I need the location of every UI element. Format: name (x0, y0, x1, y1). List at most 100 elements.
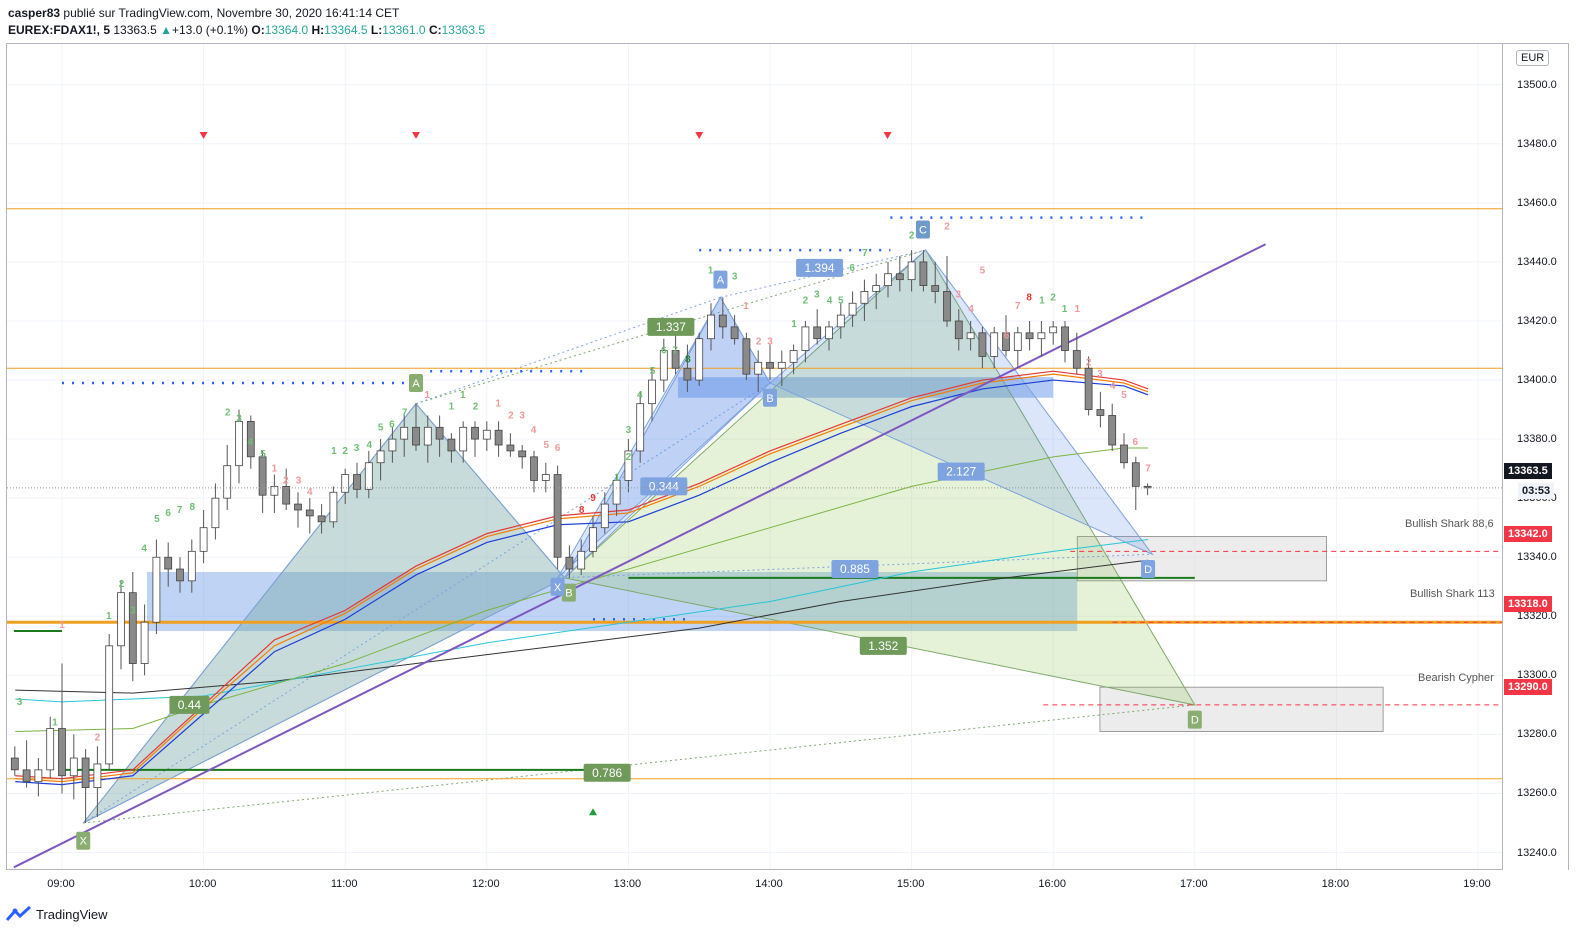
ratio-label: 1.337 (656, 320, 686, 334)
candle-body (494, 429, 503, 446)
td-count-label: 7 (672, 345, 678, 356)
tradingview-logo[interactable]: TradingView (6, 906, 108, 922)
td-count-label: 1 (1039, 295, 1045, 306)
td-count-label: 1 (460, 390, 466, 401)
candle-body (612, 480, 621, 505)
pattern-point-box (76, 831, 91, 850)
td-count-label: 3 (626, 425, 632, 436)
td-count-label: 4 (531, 425, 537, 436)
td-count-label: 1 (272, 464, 278, 475)
time-axis[interactable]: 09:00 10:00 11:00 12:00 13:00 14:00 15:00 16:00… (6, 870, 1569, 898)
td-count-label: 2 (756, 337, 762, 348)
candle-body (1037, 332, 1046, 340)
candle-body (223, 465, 232, 499)
sell-signal-triangle (412, 132, 420, 139)
symbol-name[interactable]: EUREX:FDAX1!, 5 (8, 23, 111, 37)
candle-body (695, 338, 704, 381)
td-count-label: 6 (165, 508, 171, 519)
candle-body (400, 426, 409, 440)
candle-body (10, 757, 19, 771)
td-count-label: 4 (366, 440, 372, 451)
time-tick-label: 17:00 (1180, 878, 1208, 890)
publish-text: publié sur TradingView.com, Novembre 30,… (63, 6, 400, 20)
price-tick-label: 13500.0 (1517, 78, 1557, 91)
td-count-label: 1 (1062, 304, 1068, 315)
ratio-label: 0.44 (178, 698, 202, 712)
td-count-label: 2 (119, 579, 125, 590)
price-tick-label: 13420.0 (1517, 314, 1557, 327)
candle-body (164, 556, 173, 570)
change-arrow-icon: ▲ (160, 23, 172, 37)
currency-button[interactable]: EUR (1516, 50, 1550, 66)
td-count-label: 2 (342, 446, 348, 457)
tradingview-icon (6, 906, 32, 921)
td-count-label: 2 (225, 407, 231, 418)
ratio-label: 0.344 (649, 479, 679, 493)
candle-body (1025, 332, 1034, 340)
candle-body (565, 556, 574, 570)
last-price: 13363.5 (113, 23, 157, 37)
td-count-label: 1 (52, 718, 58, 729)
time-tick-label: 14:00 (755, 878, 783, 890)
candle-body (766, 361, 774, 369)
td-count-label: 8 (189, 502, 195, 513)
td-count-label: 3 (130, 605, 136, 616)
td-count-label: 3 (519, 410, 525, 421)
candle-body (636, 403, 645, 452)
candle-body (813, 326, 822, 340)
pattern-point-label: A (717, 275, 725, 287)
candle-body (128, 592, 137, 664)
price-axis[interactable]: 13500.0 13480.0 13460.0 13440.0 13420.0 13400… (1503, 43, 1569, 870)
zone-box (1099, 686, 1384, 732)
candle-body (187, 550, 196, 582)
candle-body (919, 261, 928, 286)
candle-body (482, 429, 491, 440)
candle-body (895, 273, 904, 281)
candle-body (577, 550, 586, 570)
ratio-label: 1.394 (805, 261, 835, 275)
candle-body (246, 420, 255, 458)
td-count-label: 4 (307, 487, 313, 498)
shark-886-pattern-leg1 (82, 402, 566, 824)
td-count-label: 9 (590, 493, 596, 504)
candle-body (907, 261, 916, 281)
price-tick-label: 13340.0 (1517, 551, 1557, 564)
candle-body (93, 763, 102, 788)
time-tick-label: 12:00 (472, 878, 500, 890)
time-tick-label: 19:00 (1463, 878, 1491, 890)
shark-886-pattern-xd-line (82, 382, 771, 824)
close-value: 13363.5 (441, 23, 486, 37)
candle-body (1002, 332, 1010, 351)
bullish-886-price-label: 13342.0 (1504, 526, 1552, 542)
td-count-label: 8 (685, 354, 691, 365)
bearish-cypher-pattern-label: Bearish Cypher (1418, 672, 1494, 684)
pattern-point-label: B (565, 588, 572, 600)
bullish-886-pattern-label: Bullish Shark 88,6 (1405, 518, 1494, 530)
shark-886-pattern-ac-line (415, 296, 721, 405)
td-count-label: 2 (473, 402, 479, 413)
td-count-label: 7 (1015, 301, 1021, 312)
ratio-label-box (796, 258, 844, 277)
price-tick-label: 13300.0 (1517, 669, 1557, 682)
high-label: H: (311, 23, 325, 37)
candle-body (789, 350, 798, 363)
td-count-label: 7 (862, 248, 868, 259)
pattern-point-label: X (80, 836, 88, 848)
candle-body (553, 474, 562, 558)
pattern-point-box (550, 577, 565, 596)
price-tick-label: 13240.0 (1517, 846, 1557, 859)
candle-body (589, 527, 597, 552)
pattern-point-label: B (766, 393, 773, 405)
td-count-label: 3 (732, 272, 738, 283)
author-name[interactable]: casper83 (8, 6, 61, 20)
candle-body (541, 474, 550, 481)
candle-body (117, 592, 125, 647)
time-tick-label: 18:00 (1321, 878, 1350, 890)
candle-body (1108, 415, 1117, 446)
td-count-label: 5 (1121, 390, 1127, 401)
bullish-113-price-label: 13318.0 (1504, 596, 1552, 612)
td-count-label: 3 (956, 289, 962, 300)
candle-body (22, 769, 31, 783)
